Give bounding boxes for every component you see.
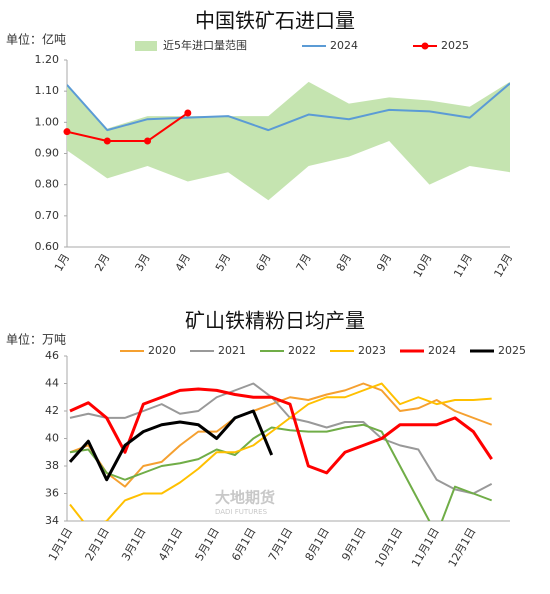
x-tick-label: 9月1日 <box>339 526 368 564</box>
series-line <box>69 423 493 521</box>
x-tick-label: 6月1日 <box>229 526 258 564</box>
series-line <box>69 382 493 488</box>
legend-label: 2024 <box>428 344 456 357</box>
x-tick-label: 6月 <box>253 252 273 274</box>
y-tick-label: 0.60 <box>35 240 60 253</box>
x-tick-label: 5月 <box>213 252 233 274</box>
range-band <box>67 81 510 201</box>
point <box>103 137 111 145</box>
x-tick-label: 3月1日 <box>119 526 148 564</box>
series-line <box>69 382 492 521</box>
x-tick-label: 7月 <box>294 252 314 274</box>
watermark-sub: DADI FUTURES <box>215 508 268 516</box>
x-tick-label: 10月1日 <box>372 526 405 570</box>
legend-label: 2025 <box>441 39 469 52</box>
x-tick-label: 10月 <box>411 252 435 280</box>
y-tick-label: 42 <box>45 404 59 417</box>
y-tick-label: 1.00 <box>35 115 60 128</box>
unit-label: 单位：万吨 <box>6 332 66 347</box>
y-tick-label: 38 <box>45 459 59 472</box>
y-tick-label: 40 <box>45 432 59 445</box>
x-tick-label: 1月1日 <box>46 526 75 564</box>
point <box>184 109 192 117</box>
x-tick-label: 11月1日 <box>409 526 442 570</box>
x-tick-label: 5月1日 <box>193 526 222 564</box>
legend-label: 2024 <box>330 39 358 52</box>
legend-label: 2023 <box>358 344 386 357</box>
series-line <box>69 387 493 475</box>
y-tick-label: 0.80 <box>35 178 60 191</box>
y-tick-label: 0.70 <box>35 209 60 222</box>
legend-label: 近5年进口量范围 <box>163 38 247 52</box>
y-tick-label: 0.90 <box>35 147 60 160</box>
x-tick-label: 4月 <box>173 252 193 274</box>
x-tick-label: 8月 <box>334 252 354 274</box>
legend-label: 2025 <box>498 344 526 357</box>
y-tick-label: 36 <box>45 487 59 500</box>
x-tick-label: 12月1日 <box>446 526 479 570</box>
series-line <box>67 82 510 132</box>
point <box>144 137 152 145</box>
series-line <box>67 112 189 143</box>
y-tick-label: 44 <box>45 377 59 390</box>
y-tick-label: 1.10 <box>35 84 60 97</box>
point <box>63 128 71 136</box>
x-tick-label: 1月 <box>52 252 72 274</box>
legend-label: 2022 <box>288 344 316 357</box>
x-tick-label: 7月1日 <box>266 526 295 564</box>
x-tick-label: 8月1日 <box>303 526 332 564</box>
legend-marker <box>421 42 429 50</box>
x-tick-label: 11月 <box>451 252 475 280</box>
x-tick-label: 4月1日 <box>156 526 185 564</box>
series-line <box>68 409 274 482</box>
y-tick-label: 34 <box>45 514 59 527</box>
chart-title: 中国铁矿石进口量 <box>195 9 355 33</box>
x-tick-label: 3月 <box>132 252 152 274</box>
legend-swatch <box>135 41 157 51</box>
watermark: 大地期货 <box>215 489 275 507</box>
x-tick-label: 2月1日 <box>83 526 112 564</box>
unit-label: 单位：亿吨 <box>6 32 66 47</box>
x-tick-label: 9月 <box>374 252 394 274</box>
legend-label: 2020 <box>148 344 176 357</box>
x-tick-label: 12月 <box>491 252 515 280</box>
x-tick-label: 2月 <box>92 252 112 274</box>
y-tick-label: 46 <box>45 349 59 362</box>
legend-label: 2021 <box>218 344 246 357</box>
chart-title: 矿山铁精粉日均产量 <box>185 309 365 333</box>
y-tick-label: 1.20 <box>35 53 60 66</box>
